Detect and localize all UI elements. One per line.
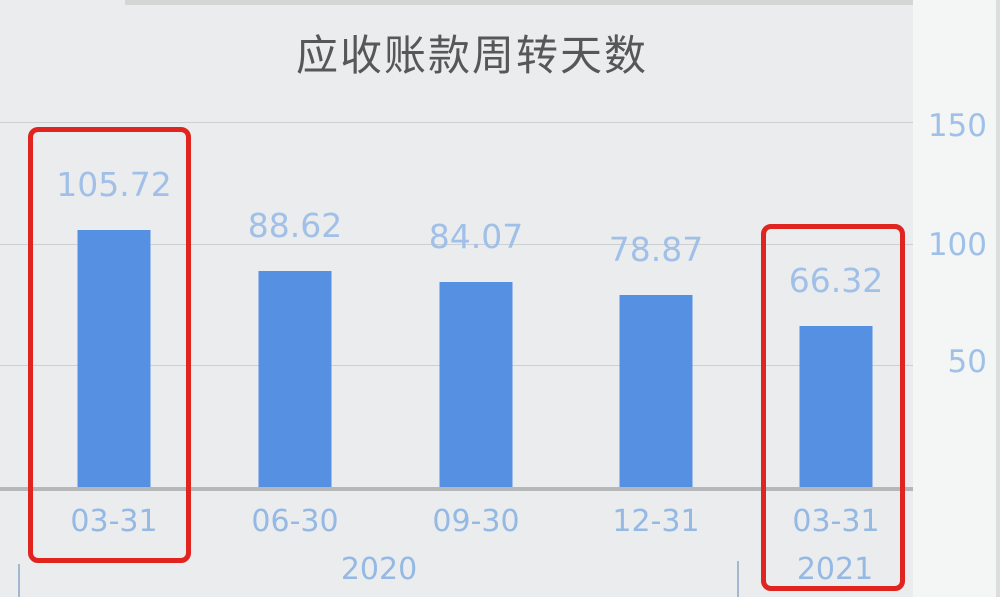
x-tick-label: 03-31: [70, 504, 158, 539]
chart-title: 应收账款周转天数: [295, 31, 649, 80]
bar-value-label: 78.87: [608, 230, 704, 269]
highlight-box-2021-03-31: [761, 224, 905, 591]
year-label-2021: 2021: [796, 552, 874, 587]
bar: [799, 326, 873, 487]
bar-value-label: 66.32: [788, 261, 884, 300]
bar-value-label: 84.07: [428, 217, 524, 256]
x-tick-label: 09-30: [432, 504, 520, 539]
x-tick-label: 06-30: [251, 504, 339, 539]
x-tick-label: 03-31: [792, 504, 880, 539]
x-axis-line: [0, 487, 913, 491]
top-border-strip: [125, 0, 913, 5]
bar: [619, 295, 693, 487]
gridline-100: [0, 244, 913, 245]
right-edge-strip: [996, 0, 1000, 597]
highlight-box-2020-03-31: [28, 127, 191, 563]
year-label-2020: 2020: [340, 552, 418, 587]
y-tick-label-50: 50: [947, 344, 987, 380]
gridline-150: [0, 122, 913, 123]
bar-value-label: 105.72: [56, 165, 172, 204]
x-tick-label: 12-31: [612, 504, 700, 539]
year-axis-tick: [18, 564, 20, 597]
year-axis-tick: [737, 561, 739, 597]
y-tick-label-100: 100: [927, 227, 987, 263]
bar-value-label: 88.62: [247, 206, 343, 245]
bar: [258, 271, 332, 487]
bar: [439, 282, 513, 487]
y-tick-label-150: 150: [927, 108, 987, 144]
bar: [77, 230, 151, 487]
